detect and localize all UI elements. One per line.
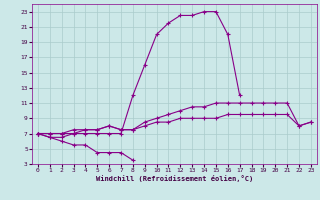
X-axis label: Windchill (Refroidissement éolien,°C): Windchill (Refroidissement éolien,°C) xyxy=(96,175,253,182)
